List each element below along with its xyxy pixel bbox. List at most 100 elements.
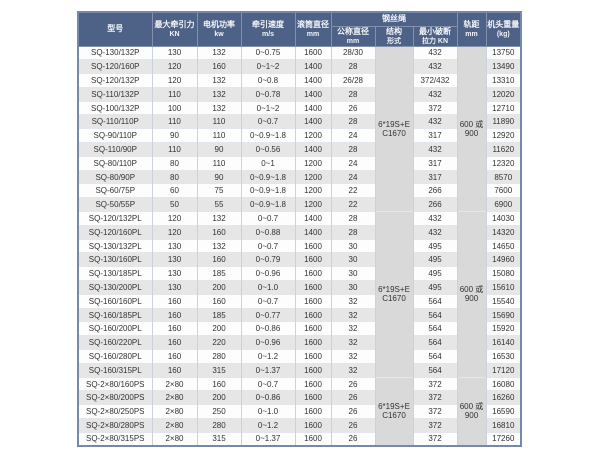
breaking-force-cell: 495 xyxy=(412,280,458,295)
model-cell: SQ-2×80/160PS xyxy=(77,376,153,391)
header-row-2: 公称直径 mm 结构 形式 最小破断 拉力 KN xyxy=(78,25,521,47)
traction-cell: 2×80 xyxy=(151,404,198,419)
speed-cell: 0~0.86 xyxy=(240,390,296,405)
weight-cell: 14960 xyxy=(485,252,522,267)
col-header-rope-group: 钢丝绳 xyxy=(330,11,458,27)
model-cell: SQ-130/200PL xyxy=(77,280,153,295)
traction-cell: 120 xyxy=(151,224,198,240)
model-cell: SQ-130/185PL xyxy=(77,266,153,281)
breaking-force-cell: 495 xyxy=(412,266,458,281)
traction-cell: 50 xyxy=(151,197,198,212)
weight-cell: 7600 xyxy=(485,183,522,198)
rope-diameter-cell: 26 xyxy=(330,431,376,447)
model-cell: SQ-50/55P xyxy=(77,197,153,212)
drum-diameter-cell: 1200 xyxy=(294,197,332,212)
col-header-power: 电机功率 kw xyxy=(196,11,242,47)
table-row: SQ-130/132PL 130 132 0~0.7 1600 30 495 14650 xyxy=(77,238,522,253)
rope-diameter-cell: 26 xyxy=(330,376,376,391)
drum-diameter-cell: 1400 xyxy=(294,59,332,74)
weight-cell: 12320 xyxy=(485,155,522,171)
speed-cell: 0~0.86 xyxy=(240,321,296,336)
table-row: SQ-50/55P 50 55 0~0.9~1.8 1200 22 266 6900 xyxy=(77,197,522,212)
weight-cell: 13750 xyxy=(485,45,522,60)
col-header-weight-label: 机头重量 xyxy=(487,19,520,29)
table-row: SQ-110/110P 110 110 0~0.7 1400 28 432 11890 xyxy=(77,114,522,129)
drum-diameter-cell: 1600 xyxy=(294,376,332,391)
col-header-gauge-label: 轨距 xyxy=(463,19,480,29)
speed-cell: 0~0.78 xyxy=(240,86,296,102)
table-row: SQ-130/160PL 130 160 0~0.79 1600 30 495 14960 xyxy=(77,252,522,267)
col-header-drum: 滚筒直径 mm xyxy=(294,11,332,47)
model-cell: SQ-2×80/250PS xyxy=(77,404,153,419)
model-cell: SQ-110/132P xyxy=(77,86,153,102)
speed-cell: 0~1.0 xyxy=(240,280,296,295)
power-cell: 132 xyxy=(196,211,242,226)
breaking-force-cell: 372 xyxy=(412,390,458,405)
col-header-traction-unit: KN xyxy=(169,30,180,38)
traction-cell: 120 xyxy=(151,59,198,74)
table-body: SQ-130/132P 130 132 0~0.75 1600 28/30 6*19S+E C… xyxy=(77,45,522,447)
col-header-weight-unit: (kg) xyxy=(496,30,510,38)
rope-diameter-cell: 28 xyxy=(330,86,376,102)
col-header-rope-dia-label: 公称直径 xyxy=(337,26,369,36)
col-header-model-label: 型号 xyxy=(107,24,124,34)
weight-cell: 8570 xyxy=(485,169,522,184)
weight-cell: 12710 xyxy=(485,100,522,115)
speed-cell: 0~0.77 xyxy=(240,307,296,322)
model-cell: SQ-80/110P xyxy=(77,155,153,171)
traction-cell: 100 xyxy=(151,100,198,115)
model-cell: SQ-2×80/280PS xyxy=(77,418,153,433)
power-cell: 90 xyxy=(196,169,242,184)
drum-diameter-cell: 1600 xyxy=(294,335,332,350)
breaking-force-cell: 564 xyxy=(412,321,458,336)
power-cell: 110 xyxy=(196,114,242,129)
traction-cell: 80 xyxy=(151,169,198,184)
col-header-rope-structure-label: 结构 xyxy=(386,26,402,36)
weight-cell: 15080 xyxy=(485,266,522,281)
speed-cell: 0~0.7 xyxy=(240,238,296,253)
weight-cell: 15690 xyxy=(485,307,522,322)
col-header-drum-label: 滚筒直径 xyxy=(297,19,329,29)
breaking-force-cell: 432 xyxy=(412,142,458,157)
drum-diameter-cell: 1200 xyxy=(294,128,332,143)
breaking-force-cell: 564 xyxy=(412,362,458,378)
speed-cell: 0~1.2 xyxy=(240,418,296,433)
weight-cell: 6900 xyxy=(485,197,522,212)
speed-cell: 0~1.37 xyxy=(240,362,296,378)
model-cell: SQ-120/160PL xyxy=(77,224,153,240)
drum-diameter-cell: 1600 xyxy=(294,431,332,447)
col-header-speed: 牵引速度 m/s xyxy=(240,11,296,47)
speed-cell: 0~0.8 xyxy=(240,73,296,88)
power-cell: 132 xyxy=(196,238,242,253)
power-cell: 132 xyxy=(196,45,242,60)
breaking-force-cell: 432 xyxy=(412,114,458,129)
breaking-force-cell: 495 xyxy=(412,252,458,267)
power-cell: 220 xyxy=(196,335,242,350)
rope-diameter-cell: 22 xyxy=(330,183,376,198)
weight-cell: 11620 xyxy=(485,142,522,157)
speed-cell: 0~0.79 xyxy=(240,252,296,267)
weight-cell: 16260 xyxy=(485,390,522,405)
model-cell: SQ-120/160P xyxy=(77,59,153,74)
power-cell: 200 xyxy=(196,390,242,405)
col-header-breaking-force: 最小破断 拉力 KN xyxy=(412,25,458,47)
power-cell: 55 xyxy=(196,197,242,212)
table-row: SQ-2×80/280PS 2×80 280 0~1.2 1600 26 372 16810 xyxy=(77,418,522,433)
weight-cell: 15920 xyxy=(485,321,522,336)
breaking-force-cell: 372 xyxy=(412,404,458,419)
table-row: SQ-160/160PL 160 160 0~0.7 1600 32 564 15540 xyxy=(77,293,522,309)
rope-diameter-cell: 28 xyxy=(330,211,376,226)
speed-cell: 0~0.96 xyxy=(240,335,296,350)
speed-cell: 0~0.9~1.8 xyxy=(240,183,296,198)
rope-diameter-cell: 28 xyxy=(330,114,376,129)
col-header-rope-group-label: 钢丝绳 xyxy=(382,14,406,24)
breaking-force-cell: 564 xyxy=(412,307,458,322)
col-header-breaking-force-label: 最小破断 xyxy=(419,26,451,36)
traction-cell: 160 xyxy=(151,307,198,322)
rope-diameter-cell: 32 xyxy=(330,362,376,378)
speed-cell: 0~0.88 xyxy=(240,224,296,240)
power-cell: 132 xyxy=(196,100,242,115)
traction-cell: 160 xyxy=(151,349,198,364)
traction-cell: 2×80 xyxy=(151,376,198,391)
model-cell: SQ-2×80/200PS xyxy=(77,390,153,405)
